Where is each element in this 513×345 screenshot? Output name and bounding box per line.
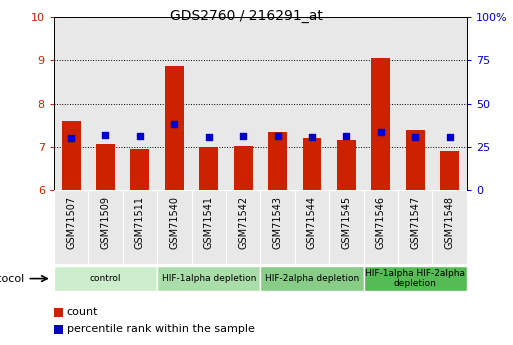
Bar — [398, 190, 432, 264]
Bar — [260, 266, 364, 291]
Bar — [165, 66, 184, 190]
Bar — [191, 17, 226, 190]
Text: GSM71548: GSM71548 — [445, 196, 455, 249]
Bar — [337, 140, 356, 190]
Point — [170, 121, 179, 127]
Bar — [191, 190, 226, 264]
Point — [342, 133, 350, 139]
Bar — [329, 17, 364, 190]
Text: GDS2760 / 216291_at: GDS2760 / 216291_at — [170, 9, 323, 23]
Bar — [440, 151, 459, 190]
Point — [205, 134, 213, 140]
Text: protocol: protocol — [0, 274, 25, 284]
Bar — [157, 17, 191, 190]
Bar — [364, 17, 398, 190]
Text: control: control — [90, 274, 121, 283]
Bar — [295, 17, 329, 190]
Bar — [62, 121, 81, 190]
Text: GSM71541: GSM71541 — [204, 196, 214, 249]
Bar — [364, 190, 398, 264]
Point — [308, 134, 316, 140]
Point — [445, 134, 453, 140]
Bar — [295, 190, 329, 264]
Point — [273, 133, 282, 139]
Text: HIF-2alpha depletion: HIF-2alpha depletion — [265, 274, 359, 283]
Text: GSM71507: GSM71507 — [66, 196, 76, 249]
Bar — [364, 266, 467, 291]
Bar — [226, 17, 260, 190]
Bar — [260, 17, 295, 190]
Text: HIF-1alpha depletion: HIF-1alpha depletion — [162, 274, 256, 283]
Bar — [54, 266, 157, 291]
Text: GSM71542: GSM71542 — [238, 196, 248, 249]
Bar — [123, 17, 157, 190]
Point — [411, 134, 419, 140]
Text: percentile rank within the sample: percentile rank within the sample — [67, 325, 254, 334]
Point — [239, 133, 247, 139]
Text: GSM71543: GSM71543 — [272, 196, 283, 249]
Text: GSM71546: GSM71546 — [376, 196, 386, 249]
Bar — [432, 17, 467, 190]
Bar — [130, 149, 149, 190]
Text: GSM71511: GSM71511 — [135, 196, 145, 249]
Text: count: count — [67, 307, 98, 317]
Bar — [54, 17, 88, 190]
Point — [102, 132, 110, 137]
Bar — [398, 17, 432, 190]
Text: HIF-1alpha HIF-2alpha
depletion: HIF-1alpha HIF-2alpha depletion — [365, 269, 465, 288]
Point — [377, 129, 385, 134]
Bar — [234, 146, 252, 190]
Bar — [88, 190, 123, 264]
Bar — [157, 266, 260, 291]
Text: GSM71545: GSM71545 — [341, 196, 351, 249]
Bar — [303, 138, 322, 190]
Text: GSM71540: GSM71540 — [169, 196, 180, 249]
Point — [67, 135, 75, 141]
Bar — [406, 130, 425, 190]
Bar — [268, 131, 287, 190]
Bar — [96, 145, 115, 190]
Point — [136, 133, 144, 139]
Bar — [54, 190, 88, 264]
Bar — [88, 17, 123, 190]
Bar — [199, 148, 218, 190]
Text: GSM71544: GSM71544 — [307, 196, 317, 249]
Text: GSM71509: GSM71509 — [101, 196, 110, 249]
Bar — [157, 190, 191, 264]
Bar — [260, 190, 295, 264]
Bar — [123, 190, 157, 264]
Bar — [226, 190, 260, 264]
Bar — [371, 58, 390, 190]
Bar — [329, 190, 364, 264]
Text: GSM71547: GSM71547 — [410, 196, 420, 249]
Bar — [432, 190, 467, 264]
